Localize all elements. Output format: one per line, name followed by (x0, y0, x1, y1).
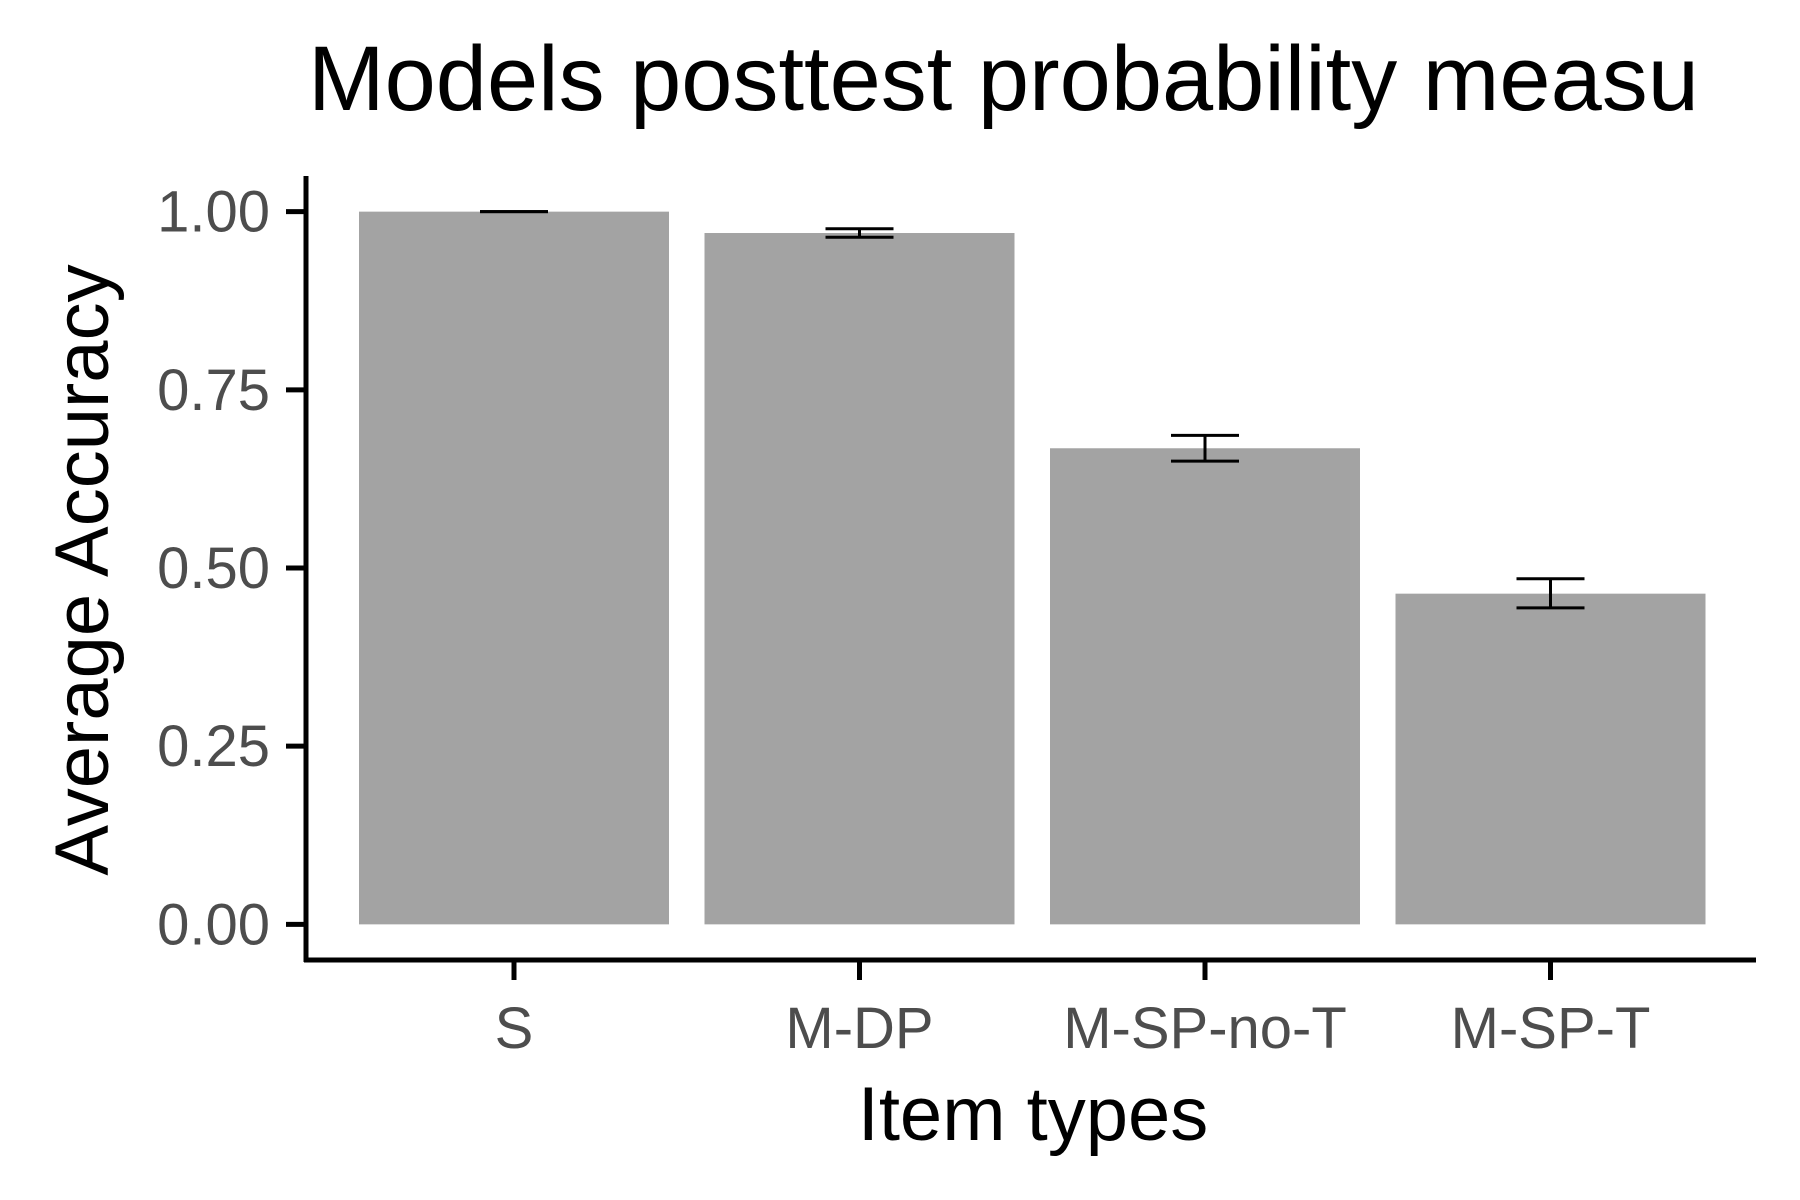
x-tick-label: S (495, 996, 534, 1061)
error-bar-m-sp-no-t (1171, 433, 1239, 463)
error-bar-m-sp-t (1516, 577, 1585, 610)
x-tick-label: M-SP-no-T (1063, 996, 1347, 1061)
y-tick-label: 0.25 (157, 714, 270, 779)
bar-s (359, 211, 669, 925)
x-tick-label: M-DP (785, 996, 933, 1061)
bar-m-sp-t (1395, 593, 1706, 925)
error-bars (480, 210, 1585, 610)
x-axis-title: Item types (858, 1072, 1209, 1157)
tick-labels: 0.00 0.25 0.50 0.75 1.00 S M-DP M-SP-no-T M-SP-T (157, 180, 1650, 1061)
axes (286, 176, 1756, 980)
chart-title: Models posttest probability measu (308, 28, 1699, 130)
y-tick-label: 1.00 (157, 180, 270, 245)
y-tick-label: 0.00 (157, 892, 270, 957)
y-tick-label: 0.75 (157, 358, 270, 423)
bar-m-dp (704, 233, 1015, 925)
x-tick-label: M-SP-T (1451, 996, 1651, 1061)
bar-m-sp-no-t (1050, 448, 1360, 925)
y-axis-title: Average Accuracy (40, 264, 125, 875)
y-tick-label: 0.50 (157, 536, 270, 601)
error-bar-m-dp (825, 227, 894, 239)
bars (359, 211, 1706, 925)
